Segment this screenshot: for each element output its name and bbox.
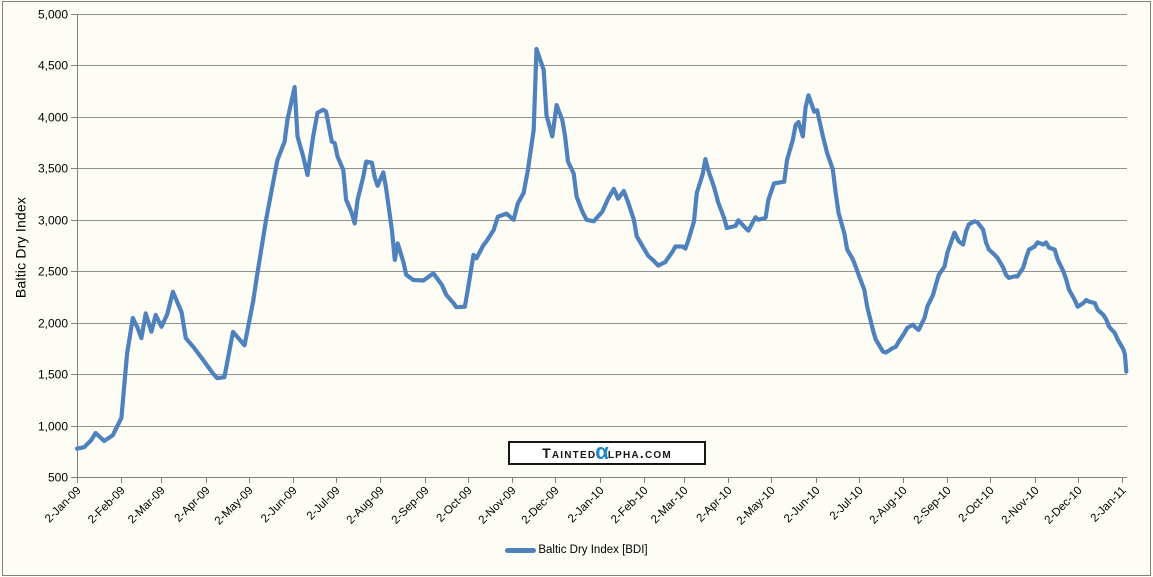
x-tick-label: 2-Feb-10	[609, 485, 650, 526]
y-axis-labels: 500 1,000 1,500 2,000 2,500 3,000 3,500 4,000 4,…	[38, 8, 68, 485]
y-tick-label: 500	[48, 471, 68, 485]
watermark-logo: Tainted α lpha.com	[508, 441, 706, 465]
x-tick-label: 2-Jan-09	[43, 485, 84, 526]
x-tick-label: 2-Jun-09	[259, 485, 300, 526]
x-axis-labels: 2-Jan-09 2-Feb-092-Mar-09 2-Apr-09 2-May-09…	[43, 485, 1129, 528]
y-tick-label: 3,000	[38, 214, 68, 228]
x-tick-label: 2-Jul-10	[828, 485, 866, 523]
x-tick-label: 2-Oct-10	[956, 485, 996, 525]
x-tick-label: 2-Mar-10	[649, 485, 690, 526]
x-tick-label: 2-Jan-10	[566, 485, 607, 526]
y-axis-ticks	[71, 14, 77, 478]
x-axis-ticks	[77, 477, 1123, 483]
chart-legend: Baltic Dry Index [BDI]	[0, 541, 1153, 559]
y-axis-title: Baltic Dry Index	[12, 196, 29, 299]
x-tick-label: 2-Aug-09	[345, 485, 387, 527]
bdi-line	[74, 46, 1129, 451]
legend-line-swatch	[505, 547, 537, 553]
y-tick-label: 2,500	[38, 265, 68, 279]
x-tick-label: 2-Jan-11	[1089, 485, 1129, 525]
y-tick-label: 3,500	[38, 162, 68, 176]
x-tick-label: 2-Jul-09	[305, 485, 343, 523]
legend-series-label: Baltic Dry Index [BDI]	[538, 544, 648, 556]
x-tick-label: 2-Nov-09	[477, 485, 519, 527]
x-tick-label: 2-Apr-09	[172, 485, 212, 525]
watermark-prefix: Tainted	[542, 445, 597, 461]
x-tick-label: 2-Oct-09	[434, 485, 474, 525]
gridlines	[77, 14, 1127, 427]
y-tick-label: 4,000	[38, 111, 68, 125]
x-tick-label: 2-Dec-09	[520, 485, 562, 527]
x-tick-label: 2-Sep-10	[912, 485, 954, 527]
x-tick-label: 2-Sep-09	[390, 485, 432, 527]
y-tick-label: 2,000	[38, 317, 68, 331]
x-tick-label: 2-Jun-10	[782, 485, 823, 526]
x-tick-label: 2-Mar-09	[126, 485, 167, 526]
x-tick-label: 2-Aug-10	[868, 485, 910, 527]
x-tick-label: 2-Apr-10	[694, 485, 734, 525]
x-tick-label: 2-May-10	[735, 485, 778, 528]
x-tick-label: 2-Nov-10	[1000, 485, 1042, 527]
watermark-suffix: lpha.com	[607, 445, 672, 461]
y-tick-label: 1,500	[38, 368, 68, 382]
x-tick-label: 2-Feb-09	[86, 485, 127, 526]
y-tick-label: 5,000	[38, 8, 68, 22]
y-tick-label: 4,500	[38, 59, 68, 73]
x-tick-label: 2-Dec-10	[1043, 485, 1085, 527]
y-tick-label: 1,000	[38, 420, 68, 434]
axes	[77, 14, 1127, 478]
data-series	[74, 46, 1129, 451]
x-tick-label: 2-May-09	[213, 485, 256, 528]
